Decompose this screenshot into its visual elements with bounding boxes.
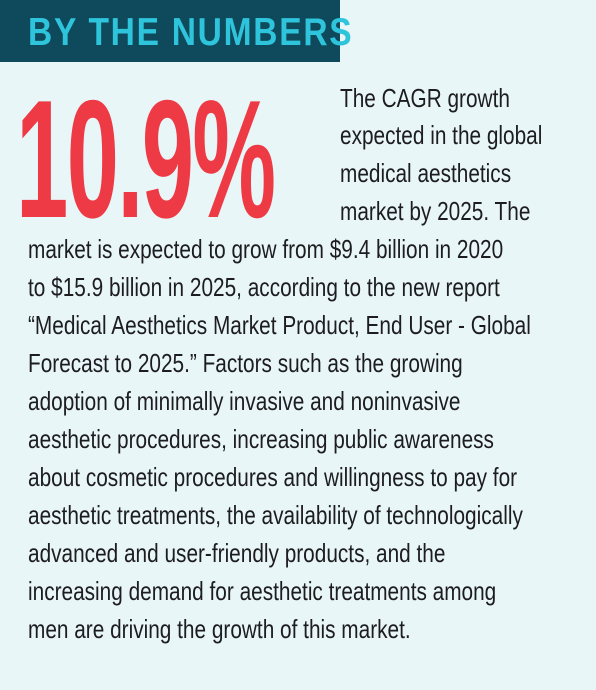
- body-line: The CAGR growth: [340, 83, 510, 113]
- body-line: increasing demand for aesthetic treatmen…: [28, 576, 497, 606]
- body-line: aesthetic treatments, the availability o…: [28, 500, 523, 530]
- header-title: BY THE NUMBERS: [28, 11, 354, 54]
- body-line: men are driving the growth of this marke…: [28, 614, 411, 644]
- header-banner: BY THE NUMBERS: [0, 0, 352, 62]
- body-line: medical aesthetics: [340, 158, 512, 188]
- body-line: adoption of minimally invasive and nonin…: [28, 386, 461, 416]
- body-line: advanced and user-friendly products, and…: [28, 538, 446, 568]
- body-line: market is expected to grow from $9.4 bil…: [28, 234, 504, 264]
- body-line: Forecast to 2025.” Factors such as the g…: [28, 348, 463, 378]
- stat-value: 10.9%: [16, 65, 276, 253]
- body-line: “Medical Aesthetics Market Product, End …: [28, 310, 531, 340]
- body-line: about cosmetic procedures and willingnes…: [28, 462, 518, 492]
- body-line: expected in the global: [340, 120, 543, 150]
- body-line: market by 2025. The: [340, 196, 531, 226]
- body-line: to $15.9 billion in 2025, according to t…: [28, 272, 500, 302]
- body-line: aesthetic procedures, increasing public …: [28, 424, 494, 454]
